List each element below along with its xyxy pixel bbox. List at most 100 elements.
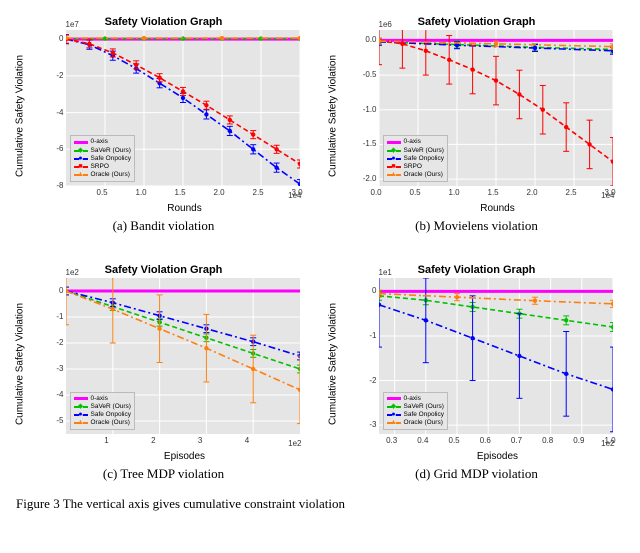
legend: 0-axis◆SaVeR (Ours)●Safe Onpolicy▲Oracle… (383, 392, 448, 431)
legend-label: 0-axis (91, 395, 108, 403)
x-tick-label: 0.5 (97, 188, 108, 197)
legend-item: ◆SaVeR (Ours) (74, 147, 131, 155)
y-tick-label: 0 (372, 286, 376, 295)
legend-label: SaVeR (Ours) (404, 147, 444, 155)
x-axis-label: Rounds (379, 203, 617, 214)
legend-label: SRPO (404, 163, 422, 171)
x-tick-label: 3 (198, 436, 202, 445)
y-axis-label: Cumulative Safety Violation (14, 55, 25, 177)
legend-swatch: ● (387, 158, 401, 160)
legend-label: SRPO (91, 163, 109, 171)
legend-swatch: ■ (387, 166, 401, 168)
legend-label: Safe Onpolicy (404, 411, 444, 419)
panel-b: Safety Violation GraphCumulative Safety … (329, 16, 624, 234)
x-axis-label: Episodes (66, 451, 304, 462)
panel-d: Safety Violation GraphCumulative Safety … (329, 264, 624, 482)
x-tick-label: 0.8 (542, 436, 553, 445)
legend-swatch (387, 397, 401, 400)
x-tick-label: 3.0 (605, 188, 616, 197)
x-tick-label: 1.5 (175, 188, 186, 197)
y-tick-label: -5 (56, 416, 63, 425)
x-axis-label: Rounds (66, 203, 304, 214)
y-tick-label: 0 (59, 286, 63, 295)
y-exponent: 1e7 (66, 20, 79, 29)
legend: 0-axis◆SaVeR (Ours)●Safe Onpolicy▲Oracle… (70, 392, 135, 431)
x-tick-label: 2.0 (214, 188, 225, 197)
y-exponent: 1e1 (379, 268, 392, 277)
x-tick-label: 2.5 (566, 188, 577, 197)
legend-label: 0-axis (404, 138, 421, 146)
x-tick-label: 0.5 (449, 436, 460, 445)
y-exponent: 1e2 (66, 268, 79, 277)
x-exponent: 1e2 (288, 439, 301, 448)
legend-item: ●Safe Onpolicy (387, 411, 444, 419)
x-tick-label: 1.5 (488, 188, 499, 197)
legend-swatch (74, 141, 88, 144)
plot-b: Safety Violation GraphCumulative Safety … (337, 16, 617, 216)
x-tick-label: 1.0 (449, 188, 460, 197)
legend-item: ●Safe Onpolicy (74, 411, 131, 419)
legend-label: Oracle (Ours) (404, 171, 443, 179)
legend-swatch: ◆ (74, 406, 88, 408)
legend: 0-axis◆SaVeR (Ours)●Safe Onpolicy■SRPO▲O… (70, 135, 135, 182)
axes-area: 0-axis◆SaVeR (Ours)●Safe Onpolicy■SRPO▲O… (66, 30, 300, 186)
legend-item: ▲Oracle (Ours) (387, 171, 444, 179)
panel-caption: (c) Tree MDP violation (103, 466, 224, 482)
x-axis-label: Episodes (379, 451, 617, 462)
axes-area: 0-axis◆SaVeR (Ours)●Safe Onpolicy▲Oracle… (66, 278, 300, 434)
legend-item: ▲Oracle (Ours) (74, 171, 131, 179)
legend-label: Oracle (Ours) (91, 171, 130, 179)
x-tick-label: 1 (104, 436, 108, 445)
y-tick-label: -4 (56, 108, 63, 117)
x-tick-label: 2.5 (253, 188, 264, 197)
panel-caption: (b) Movielens violation (415, 218, 538, 234)
legend-swatch: ◆ (387, 406, 401, 408)
legend-item: ◆SaVeR (Ours) (387, 147, 444, 155)
legend-label: Safe Onpolicy (91, 411, 131, 419)
panel-caption: (a) Bandit violation (113, 218, 215, 234)
legend-label: 0-axis (404, 395, 421, 403)
legend-swatch: ● (74, 414, 88, 416)
legend-item: 0-axis (387, 395, 444, 403)
panel-a: Safety Violation GraphCumulative Safety … (16, 16, 311, 234)
y-tick-label: 0 (59, 34, 63, 43)
y-tick-label: -8 (56, 181, 63, 190)
legend-label: SaVeR (Ours) (91, 147, 131, 155)
y-exponent: 1e6 (379, 20, 392, 29)
y-tick-label: -0.5 (363, 70, 377, 79)
x-tick-label: 0.9 (573, 436, 584, 445)
x-tick-label: 0.0 (371, 188, 382, 197)
legend-item: 0-axis (74, 138, 131, 146)
legend-swatch: ● (387, 414, 401, 416)
legend: 0-axis◆SaVeR (Ours)●Safe Onpolicy■SRPO▲O… (383, 135, 448, 182)
legend-label: SaVeR (Ours) (91, 403, 131, 411)
legend-label: Safe Onpolicy (404, 155, 444, 163)
axes-area: 0-axis◆SaVeR (Ours)●Safe Onpolicy▲Oracle… (379, 278, 613, 434)
legend-item: ▲Oracle (Ours) (74, 419, 131, 427)
y-axis-label: Cumulative Safety Violation (14, 303, 25, 425)
panel-c: Safety Violation GraphCumulative Safety … (16, 264, 311, 482)
x-tick-label: 0.5 (410, 188, 421, 197)
x-tick-label: 4 (245, 436, 249, 445)
x-tick-label: 2 (151, 436, 155, 445)
figure-footer: Figure 3 The vertical axis gives cumulat… (0, 490, 640, 522)
plot-c: Safety Violation GraphCumulative Safety … (24, 264, 304, 464)
legend-item: ●Safe Onpolicy (74, 155, 131, 163)
legend-label: Safe Onpolicy (91, 155, 131, 163)
legend-swatch: ■ (74, 166, 88, 168)
y-tick-label: -4 (56, 390, 63, 399)
legend-swatch: ◆ (74, 150, 88, 152)
y-axis-label: Cumulative Safety Violation (327, 55, 338, 177)
x-tick-label: 2.0 (527, 188, 538, 197)
y-tick-label: -2 (56, 71, 63, 80)
y-axis-label: Cumulative Safety Violation (327, 303, 338, 425)
x-tick-label: 0.6 (480, 436, 491, 445)
y-tick-label: -1.0 (363, 105, 377, 114)
legend-item: ■SRPO (387, 163, 444, 171)
legend-item: 0-axis (387, 138, 444, 146)
legend-label: Oracle (Ours) (404, 419, 443, 427)
axes-area: 0-axis◆SaVeR (Ours)●Safe Onpolicy■SRPO▲O… (379, 30, 613, 186)
y-tick-label: -6 (56, 144, 63, 153)
figure-grid: Safety Violation GraphCumulative Safety … (0, 0, 640, 490)
y-tick-label: -3 (56, 364, 63, 373)
